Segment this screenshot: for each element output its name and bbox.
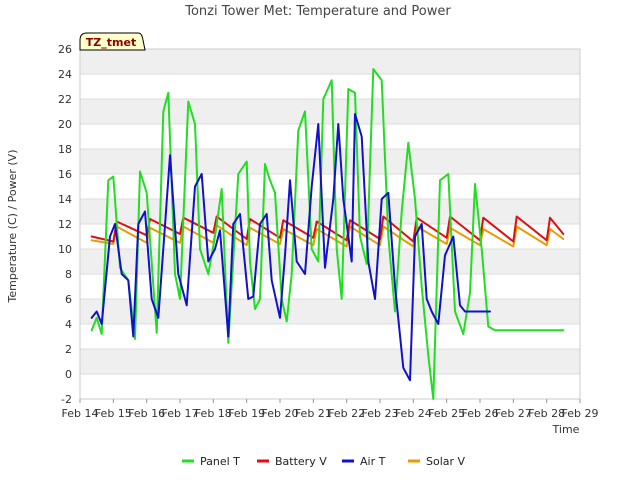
series-line-panel-t: [90, 68, 565, 400]
y-tick-label: 2: [65, 343, 72, 356]
x-axis-label: Time: [552, 423, 580, 436]
y-tick-label: 18: [58, 143, 72, 156]
x-tick-label: Feb 25: [428, 407, 465, 420]
x-tick-label: Feb 28: [528, 407, 565, 420]
x-tick-label: Feb 22: [328, 407, 365, 420]
plot-band: [80, 49, 580, 74]
logger-badge-label: TZ_tmet: [86, 36, 136, 49]
x-tick-label: Feb 14: [62, 407, 99, 420]
plot-band: [80, 99, 580, 124]
plot-band: [80, 249, 580, 274]
y-tick-label: 22: [58, 93, 72, 106]
legend: Panel T Battery V Air T Solar V: [182, 455, 466, 468]
logger-badge: TZ_tmet: [79, 32, 146, 51]
x-tick-label: Feb 24: [395, 407, 432, 420]
y-axis-label: Temperature (C) / Power (V): [6, 149, 19, 303]
x-tick-label: Feb 17: [162, 407, 199, 420]
legend-label: Panel T: [200, 455, 240, 468]
series-layer: [90, 68, 565, 400]
y-tick-label: 0: [65, 368, 72, 381]
y-tick-label: 12: [58, 218, 72, 231]
plot-band: [80, 299, 580, 324]
legend-label: Battery V: [275, 455, 327, 468]
plot-frame: [79, 48, 581, 400]
x-tick-label: Feb 27: [495, 407, 532, 420]
y-tick-label: 24: [58, 68, 72, 81]
x-tick-label: Feb 21: [295, 407, 332, 420]
y-tick-label: 14: [58, 193, 72, 206]
legend-label: Solar V: [426, 455, 466, 468]
plot-band: [80, 149, 580, 174]
x-tick-label: Feb 20: [262, 407, 299, 420]
plot-band: [80, 349, 580, 374]
y-tick-label: 20: [58, 118, 72, 131]
x-tick-label: Feb 26: [462, 407, 499, 420]
y-tick-label: 16: [58, 168, 72, 181]
y-tick-label: 26: [58, 43, 72, 56]
y-tick-label: 10: [58, 243, 72, 256]
chart-title: Tonzi Tower Met: Temperature and Power: [184, 4, 451, 19]
x-tick-label: Feb 15: [95, 407, 132, 420]
legend-label: Air T: [360, 455, 386, 468]
y-tick-label: 8: [65, 268, 72, 281]
y-tick-label: 6: [65, 293, 72, 306]
x-tick-label: Feb 29: [562, 407, 599, 420]
y-tick-label: -2: [61, 393, 72, 406]
x-tick-label: Feb 23: [362, 407, 399, 420]
x-tick-label: Feb 16: [128, 407, 165, 420]
x-tick-label: Feb 18: [195, 407, 232, 420]
series-line-air-t: [90, 113, 491, 382]
x-tick-label: Feb 19: [228, 407, 265, 420]
y-tick-label: 4: [65, 318, 72, 331]
